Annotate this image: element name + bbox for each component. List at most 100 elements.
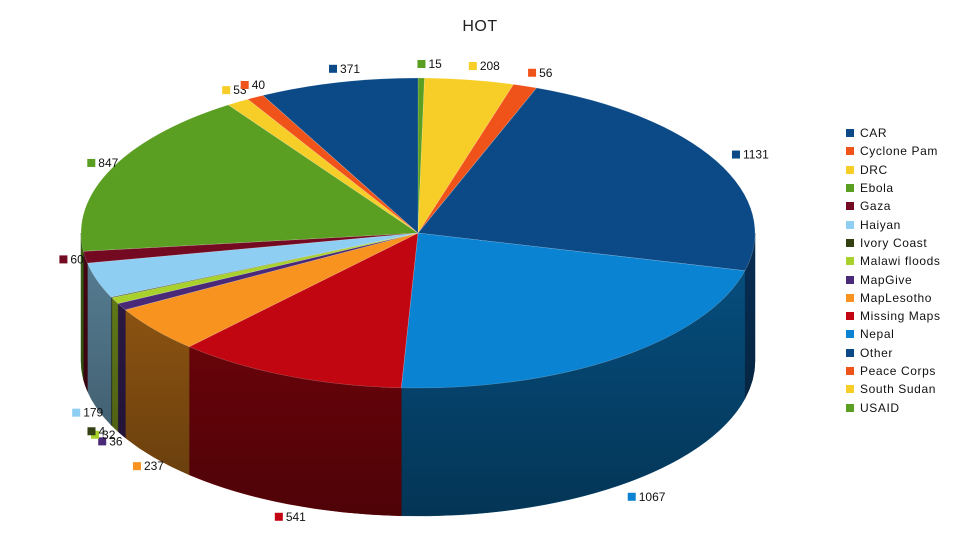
legend-swatch [846, 220, 854, 229]
legend-swatch [846, 293, 854, 302]
legend-item: CAR [846, 124, 941, 142]
legend-item: Ebola [846, 179, 941, 197]
pie-slice [188, 232, 419, 389]
data-label-swatch [87, 427, 96, 436]
data-label-text: 15 [428, 57, 442, 71]
legend-swatch [846, 330, 854, 339]
data-label-text: 40 [252, 78, 266, 92]
pie-slice [124, 232, 419, 348]
legend-swatch [846, 147, 854, 156]
data-label-text: 32 [102, 428, 116, 442]
data-label: 4 [87, 424, 105, 438]
legend-item: Nepal [846, 325, 941, 343]
data-label: 56 [528, 66, 553, 80]
data-label-swatch [132, 462, 141, 471]
legend-label: Haiyan [860, 217, 901, 232]
legend-item: Other [846, 344, 941, 362]
data-label-text: 36 [109, 434, 123, 448]
data-label: 36 [98, 434, 123, 448]
pie-top [80, 77, 756, 389]
legend-label: DRC [860, 162, 888, 177]
legend-item: MapLesotho [846, 289, 941, 307]
data-label-text: 60 [70, 252, 84, 266]
data-label-text: 179 [83, 406, 103, 420]
data-label: 15 [417, 57, 442, 71]
legend-label: Gaza [860, 199, 892, 214]
legend-item: Malawi floods [846, 252, 941, 270]
data-label-swatch [329, 64, 338, 73]
data-label-text: 1131 [743, 148, 769, 162]
data-label-text: 847 [98, 156, 118, 170]
data-label: 40 [240, 78, 266, 92]
legend-item: MapGive [846, 270, 941, 288]
pie-slice [417, 87, 756, 272]
legend-label: Ivory Coast [860, 235, 928, 250]
legend-item: Ivory Coast [846, 234, 941, 252]
data-label-text: 371 [340, 62, 360, 76]
data-label-swatch [417, 60, 426, 69]
data-label-swatch [59, 255, 68, 264]
pie-slice [111, 232, 419, 304]
legend-swatch [846, 403, 854, 412]
data-label-text: 541 [286, 510, 306, 524]
legend-label: South Sudan [860, 382, 936, 397]
data-label-swatch [72, 408, 81, 417]
data-label-text: 1067 [639, 490, 666, 504]
pie-slice [117, 232, 419, 311]
legend-swatch [846, 184, 854, 193]
legend-label: USAID [860, 400, 900, 415]
pie-slice [400, 232, 746, 389]
data-label: 208 [468, 59, 500, 73]
chart-title: HOT [462, 18, 498, 35]
pie-slice [247, 95, 419, 234]
pie-side-shading [81, 233, 755, 516]
pie-slice [110, 232, 419, 299]
legend-item: Peace Corps [846, 362, 941, 380]
legend-swatch [846, 238, 854, 247]
data-label-swatch [731, 150, 740, 159]
pie-slice [417, 77, 514, 235]
legend-item: Cyclone Pam [846, 142, 941, 160]
data-label-swatch [528, 68, 537, 77]
data-label-text: 4 [98, 424, 105, 438]
data-label-text: 56 [539, 66, 553, 80]
pie-slice [417, 77, 425, 234]
legend-swatch [846, 257, 854, 266]
data-label-text: 208 [480, 59, 500, 73]
legend-swatch [846, 312, 854, 321]
data-label-swatch [468, 61, 477, 70]
legend-label: CAR [860, 126, 888, 141]
data-label: 1131 [731, 148, 769, 162]
legend-label: Nepal [860, 327, 895, 342]
data-label: 179 [72, 406, 104, 420]
legend-label: MapGive [860, 272, 913, 287]
legend-label: Cyclone Pam [860, 144, 938, 159]
legend-swatch [846, 129, 854, 138]
pie-slice [262, 77, 419, 234]
data-label: 237 [132, 459, 164, 473]
data-label: 541 [274, 510, 306, 524]
pie-sides [80, 232, 756, 517]
data-label-swatch [274, 512, 283, 521]
legend-item: Haiyan [846, 215, 941, 233]
pie-slice [417, 84, 538, 234]
legend-swatch [846, 275, 854, 284]
data-label-swatch [627, 492, 636, 501]
legend-label: Other [860, 345, 894, 360]
data-label: 1067 [627, 490, 666, 504]
data-label: 60 [59, 252, 84, 266]
data-label-text: 237 [144, 459, 164, 473]
data-label-swatch [87, 158, 96, 167]
pie-slice [82, 232, 419, 264]
legend-swatch [846, 165, 854, 174]
legend-item: South Sudan [846, 380, 941, 398]
legend-item: DRC [846, 161, 941, 179]
legend-swatch [846, 348, 854, 357]
pie-slice [227, 98, 419, 234]
legend-swatch [846, 202, 854, 211]
pie-slice [86, 232, 419, 298]
legend: CAR Cyclone Pam DRC Ebola Gaza Haiyan Ivory Co… [846, 124, 941, 417]
legend-item: Gaza [846, 197, 941, 215]
